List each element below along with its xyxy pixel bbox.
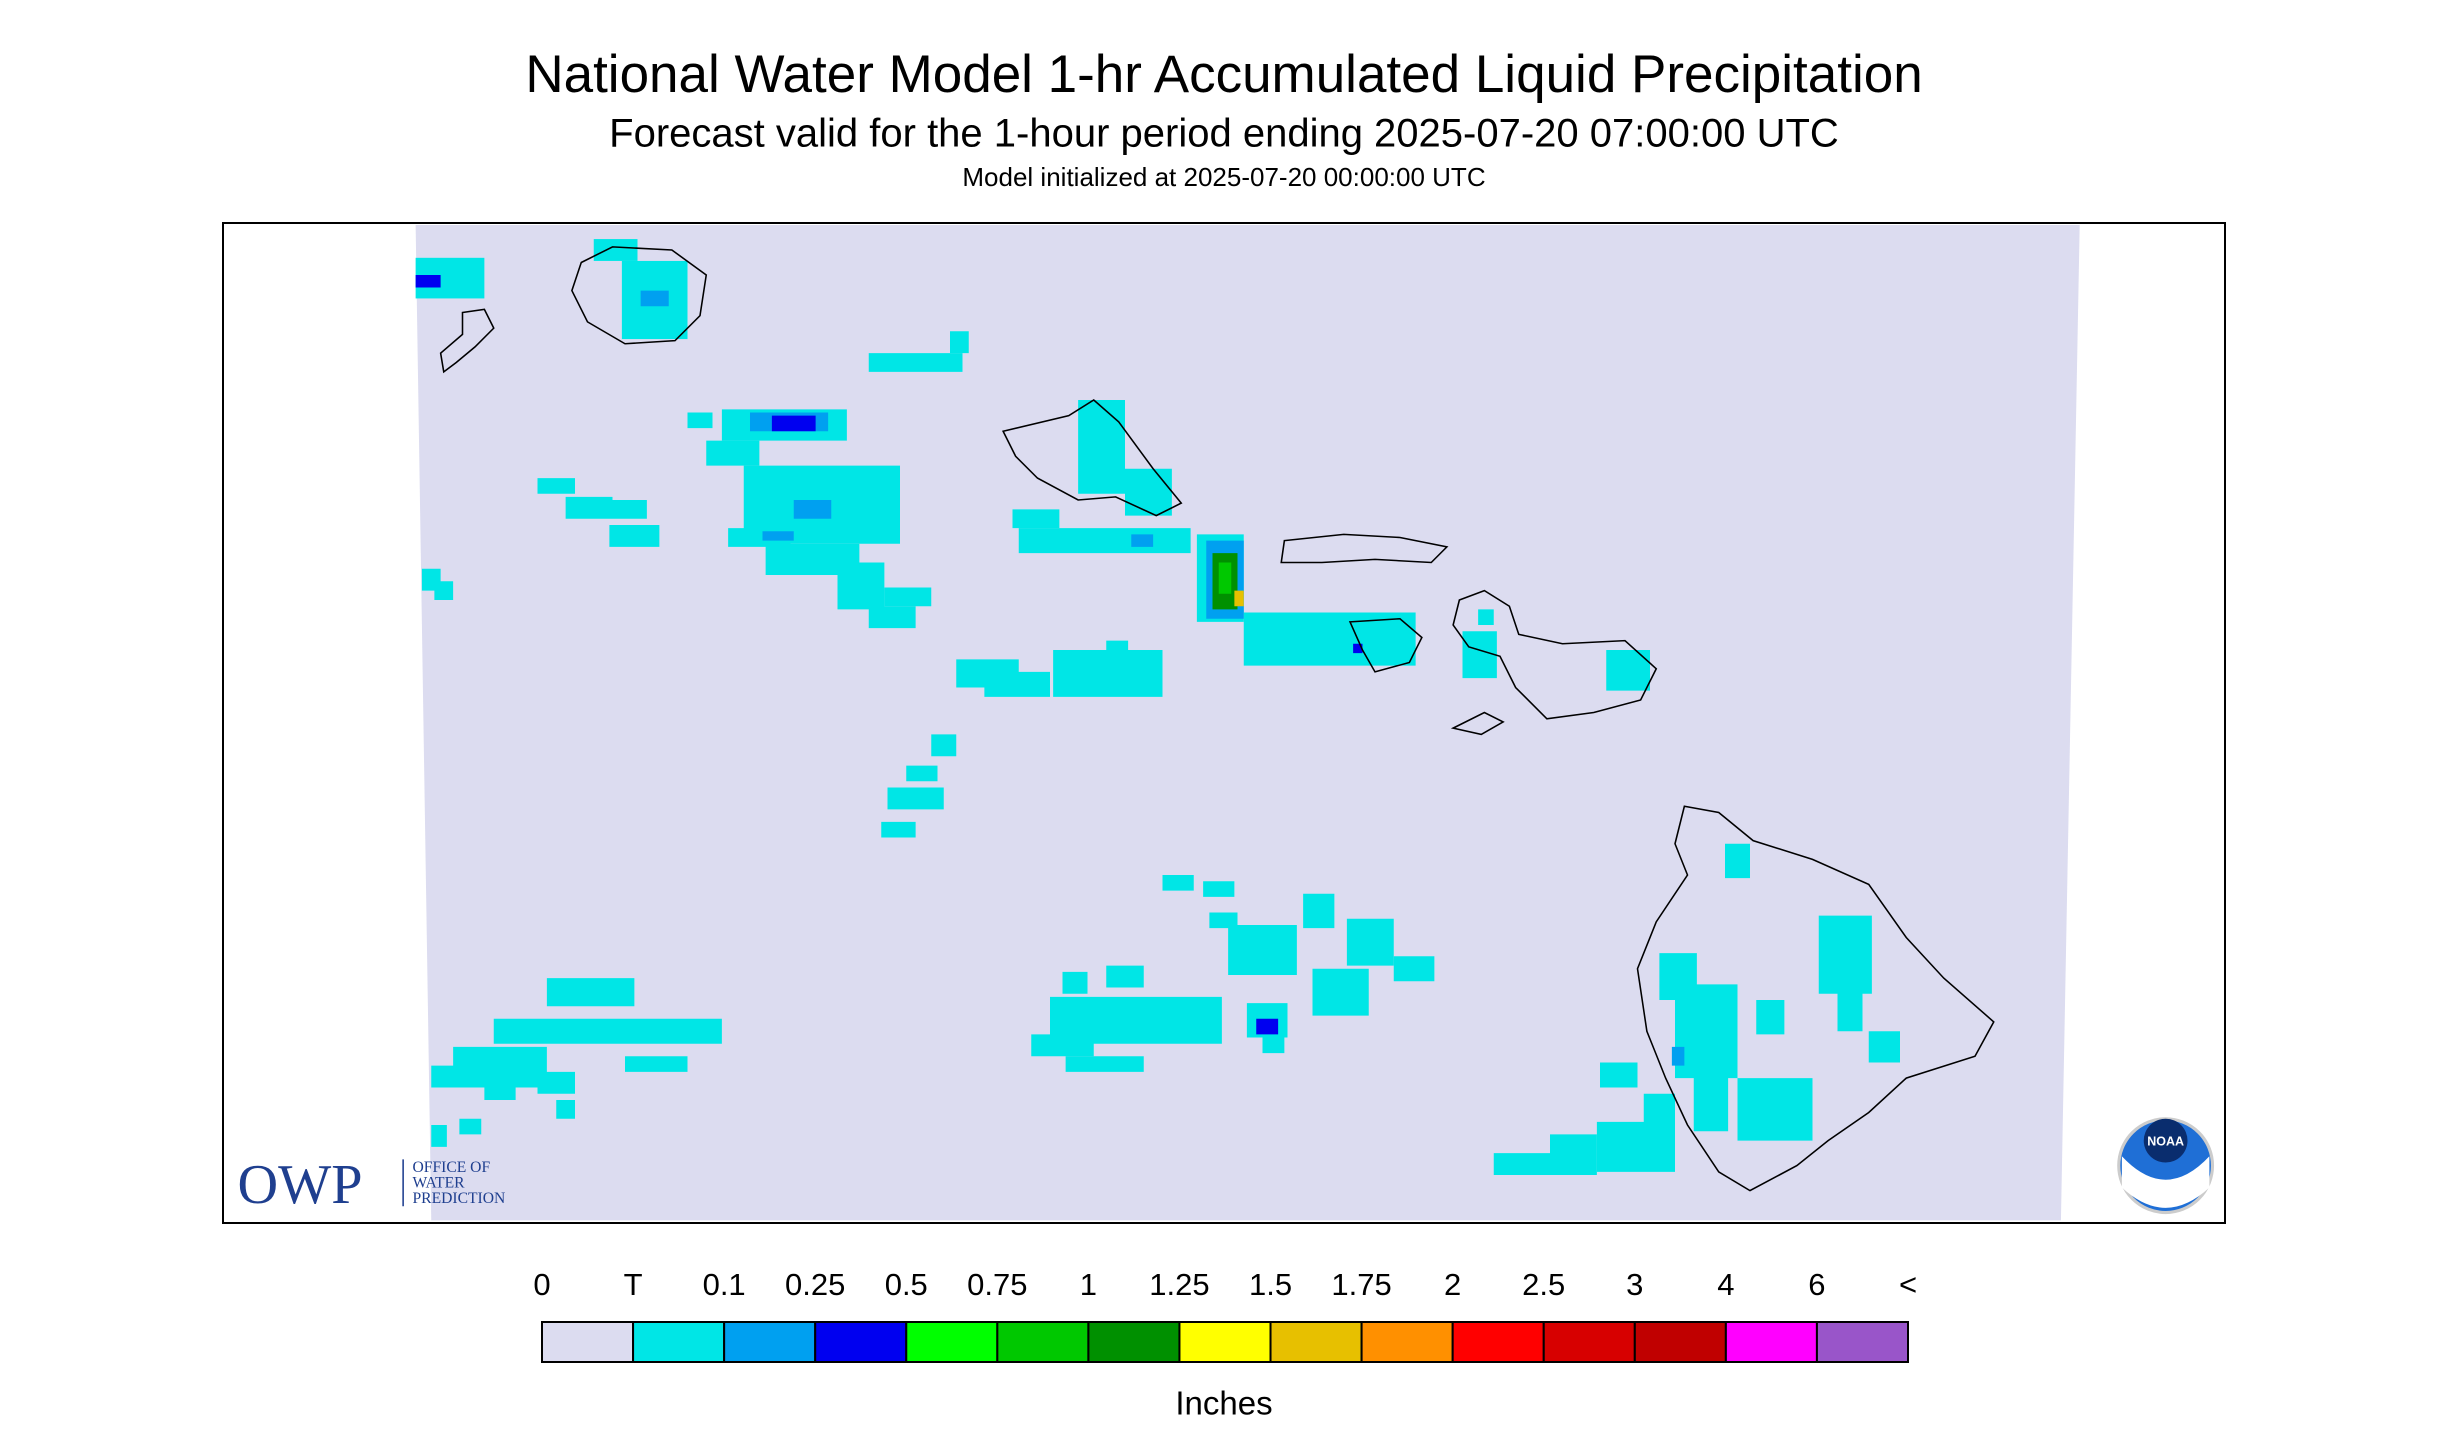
subtitle: Forecast valid for the 1-hour period end… — [609, 112, 1839, 156]
legend-label: 2 — [1444, 1267, 1461, 1302]
noaa-gull — [2121, 1156, 2210, 1208]
legend-label: 0.5 — [885, 1267, 928, 1302]
legend-label: < — [1899, 1267, 1917, 1302]
legend-swatch — [1087, 1321, 1181, 1363]
noaa-text: NOAA — [2147, 1134, 2184, 1148]
coastlines — [439, 246, 1995, 1192]
legend-label: 0.25 — [785, 1267, 845, 1302]
legend-swatch — [1815, 1321, 1910, 1363]
title: National Water Model 1-hr Accumulated Li… — [525, 45, 1922, 104]
legend-swatch — [1178, 1321, 1272, 1363]
legend-swatch — [814, 1321, 908, 1363]
legend-swatch — [632, 1321, 726, 1363]
owp-line: OFFICE OF — [413, 1159, 491, 1176]
legend-swatch — [1724, 1321, 1818, 1363]
legend-swatch — [1633, 1321, 1727, 1363]
owp-line: WATER — [413, 1175, 466, 1192]
legend-label: 1.25 — [1149, 1267, 1209, 1302]
legend-swatch — [905, 1321, 999, 1363]
precip-cell — [1218, 562, 1232, 594]
legend-label: 2.5 — [1522, 1267, 1565, 1302]
legend-label: 1.5 — [1249, 1267, 1292, 1302]
legend-label: 6 — [1808, 1267, 1825, 1302]
legend-label: 4 — [1717, 1267, 1734, 1302]
legend-label: 0.1 — [703, 1267, 746, 1302]
legend-label: 0.75 — [967, 1267, 1027, 1302]
legend-label: 0 — [533, 1267, 550, 1302]
legend-swatch — [1542, 1321, 1636, 1363]
noaa-inner — [2143, 1118, 2188, 1163]
legend: 0 T 0.1 0.25 0.5 0.75 1 1.25 1.5 1.75 2 2.5 3 4 6 < — [533, 1267, 1917, 1363]
owp-line: PREDICTION — [413, 1190, 506, 1207]
owp-acronym: OWP — [238, 1154, 363, 1216]
legend-swatch — [723, 1321, 817, 1363]
legend-swatch — [1269, 1321, 1363, 1363]
precip-cells — [415, 239, 1900, 1175]
precip-cell — [1234, 590, 1244, 607]
legend-label: T — [624, 1267, 643, 1302]
legend-swatch — [541, 1321, 635, 1363]
legend-swatch — [996, 1321, 1090, 1363]
init-note: Model initialized at 2025-07-20 00:00:00… — [962, 162, 1485, 192]
legend-swatch — [1451, 1321, 1545, 1363]
legend-unit: Inches — [1175, 1385, 1272, 1422]
legend-label: 1.75 — [1331, 1267, 1391, 1302]
precip-cells-heavy — [415, 275, 1363, 1035]
legend-label: 1 — [1080, 1267, 1097, 1302]
legend-label: 3 — [1626, 1267, 1643, 1302]
legend-swatch — [1360, 1321, 1454, 1363]
